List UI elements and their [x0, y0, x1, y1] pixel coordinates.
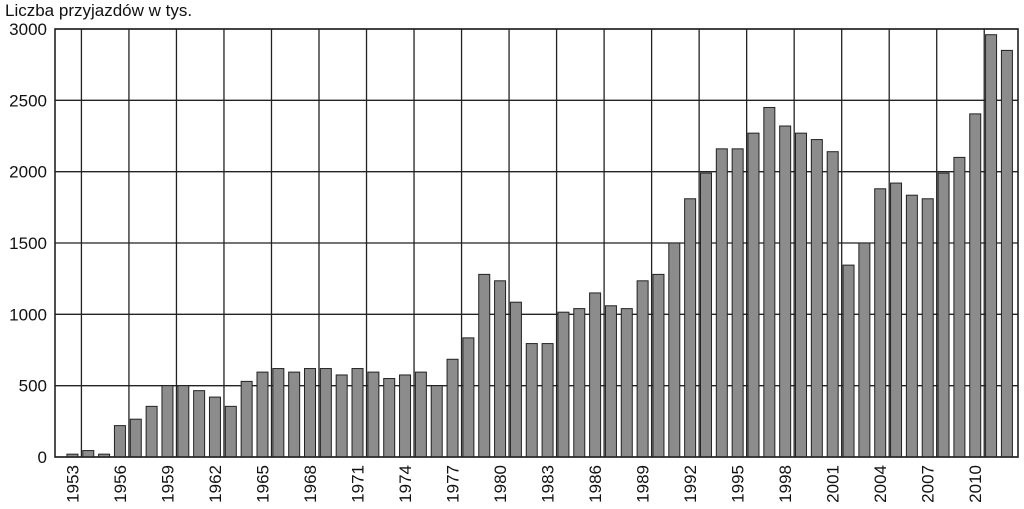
bar: [177, 385, 190, 458]
bar: [763, 106, 776, 458]
bar: [494, 280, 507, 458]
bar: [161, 385, 174, 458]
bar: [414, 371, 427, 458]
bar: [953, 156, 966, 458]
bar: [256, 371, 269, 458]
bar: [509, 301, 522, 458]
bar: [715, 148, 728, 458]
x-tick-label: 2004: [871, 465, 890, 503]
bar: [668, 242, 681, 458]
bar: [462, 337, 475, 458]
bar: [319, 368, 332, 458]
bar: [858, 242, 871, 458]
y-tick-label: 1500: [9, 234, 47, 253]
x-tick-label: 1959: [158, 465, 177, 503]
bar: [905, 194, 918, 458]
x-tick-label: 1962: [206, 465, 225, 503]
bar: [731, 148, 744, 458]
bar: [145, 405, 158, 458]
bar: [699, 172, 712, 458]
bar: [224, 405, 237, 458]
x-tick-label: 1998: [776, 465, 795, 503]
x-tick-label: 1992: [681, 465, 700, 503]
y-tick-label: 3000: [9, 20, 47, 39]
bar: [937, 172, 950, 458]
bar: [240, 380, 253, 458]
bar: [272, 368, 285, 458]
bar: [335, 374, 348, 458]
bar: [636, 280, 649, 458]
bar: [795, 132, 808, 458]
x-tick-label: 1968: [301, 465, 320, 503]
bar: [399, 374, 412, 458]
bar: [747, 132, 760, 458]
x-tick-label: 1980: [491, 465, 510, 503]
y-tick-label: 0: [38, 448, 47, 467]
x-tick-label: 1953: [63, 465, 82, 503]
bar: [446, 358, 459, 458]
bar: [525, 343, 538, 458]
bar: [193, 390, 206, 458]
x-tick-label: 1986: [586, 465, 605, 503]
y-tick-label: 2500: [9, 91, 47, 110]
bar: [573, 308, 586, 458]
bar: [557, 311, 570, 458]
y-tick-label: 1000: [9, 305, 47, 324]
bar: [652, 273, 665, 458]
bar: [82, 450, 95, 458]
y-axis-title: Liczba przyjazdów w tys.: [5, 1, 192, 20]
x-tick-label: 1977: [444, 465, 463, 503]
bar: [113, 425, 126, 458]
bar: [383, 378, 396, 458]
bar: [684, 198, 697, 458]
bar: [874, 188, 887, 458]
bar: [604, 305, 617, 458]
bar: [367, 371, 380, 458]
y-tick-label: 500: [19, 377, 47, 396]
bar: [208, 396, 221, 458]
bar: [620, 308, 633, 458]
plot-frame: [54, 28, 1019, 458]
x-tick-label: 2001: [824, 465, 843, 503]
bar: [304, 368, 317, 458]
bar: [589, 292, 602, 458]
bar: [826, 151, 839, 458]
x-tick-label: 1995: [729, 465, 748, 503]
bar: [1000, 49, 1013, 458]
x-tick-label: 1956: [111, 465, 130, 503]
x-tick-label: 2007: [919, 465, 938, 503]
x-tick-label: 1974: [396, 465, 415, 503]
bar: [890, 182, 903, 458]
bar: [288, 371, 301, 458]
bar: [478, 273, 491, 458]
x-tick-label: 2010: [966, 465, 985, 503]
bar: [351, 368, 364, 458]
x-tick-label: 1989: [634, 465, 653, 503]
x-tick-label: 1965: [253, 465, 272, 503]
bar: [430, 385, 443, 458]
bar: [779, 125, 792, 458]
bar: [921, 198, 934, 458]
x-tick-label: 1971: [349, 465, 368, 503]
bar: [129, 418, 142, 458]
bar: [969, 113, 982, 458]
bar: [985, 34, 998, 458]
bar: [810, 139, 823, 458]
bar: [842, 264, 855, 458]
bar: [541, 343, 554, 458]
y-tick-label: 2000: [9, 163, 47, 182]
x-tick-label: 1983: [539, 465, 558, 503]
